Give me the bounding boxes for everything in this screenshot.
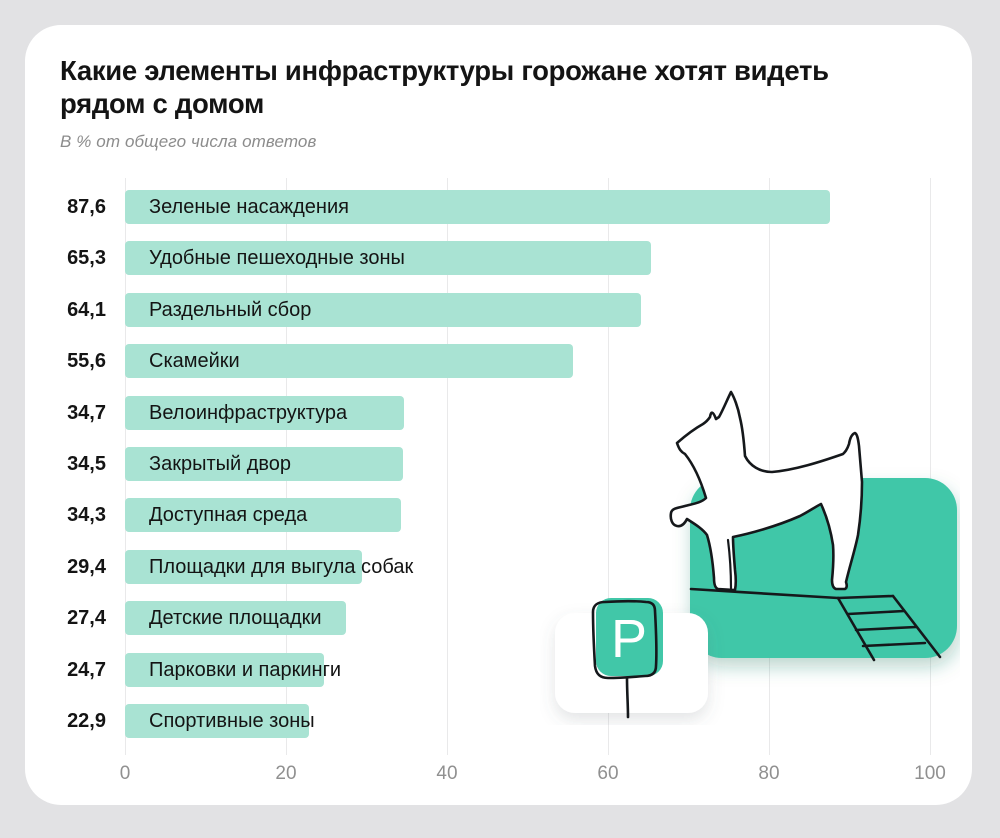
gridline: [769, 178, 770, 755]
gridline: [608, 178, 609, 755]
bar-row: 34,7 Велоинфраструктура: [0, 396, 1000, 430]
bar-row: 34,5 Закрытый двор: [0, 447, 1000, 481]
bar-value-label: 87,6: [67, 196, 106, 218]
bar: [125, 241, 651, 275]
bar-row: 55,6 Скамейки: [0, 344, 1000, 378]
bar: [125, 190, 830, 224]
bar-value-label: 55,6: [67, 350, 106, 372]
dog-icon: [669, 390, 864, 592]
bar-category-label: Доступная среда: [149, 504, 308, 526]
bar: [125, 293, 641, 327]
chart-title-line1: Какие элементы инфраструктуры горожане х…: [60, 55, 829, 86]
bar-row: 29,4 Площадки для выгула собак: [0, 550, 1000, 584]
bar-row: 22,9 Спортивные зоны: [0, 704, 1000, 738]
bar-category-label: Парковки и паркинги: [149, 659, 342, 681]
x-tick-label: 80: [758, 763, 780, 784]
bar-value-label: 34,7: [67, 402, 106, 424]
bar-category-label: Скамейки: [149, 350, 240, 372]
dog-park-illustration: P: [555, 390, 957, 719]
bar-category-label: Раздельный сбор: [149, 299, 312, 321]
bar-row: 24,7 Парковки и паркинги: [0, 653, 1000, 687]
x-tick-label: 20: [275, 763, 297, 784]
bar-value-label: 65,3: [67, 247, 106, 269]
sign-sketch-outline: [591, 599, 658, 680]
bar: [125, 653, 324, 687]
bar-row: 87,6 Зеленые насаждения: [0, 190, 1000, 224]
bar-category-label: Спортивные зоны: [149, 710, 315, 732]
x-tick-label: 40: [436, 763, 458, 784]
bar-value-label: 34,5: [67, 453, 106, 475]
bar-category-label: Зеленые насаждения: [149, 196, 349, 218]
bar-value-label: 34,3: [67, 504, 106, 526]
ramp-ladder-icon: [689, 587, 942, 662]
sign-plate: [596, 598, 663, 676]
bar-value-label: 29,4: [67, 556, 106, 578]
bar-row: 65,3 Удобные пешеходные зоны: [0, 241, 1000, 275]
bar: [125, 396, 404, 430]
x-tick-label: 100: [914, 763, 946, 784]
x-tick-label: 0: [119, 763, 131, 784]
bar: [125, 344, 573, 378]
x-tick-label: 60: [597, 763, 619, 784]
bar-value-label: 22,9: [67, 710, 106, 732]
bar-category-label: Площадки для выгула собак: [149, 556, 414, 578]
sign-pole: [625, 676, 630, 719]
gridline: [930, 178, 931, 755]
bar-category-label: Закрытый двор: [149, 453, 292, 475]
chart-subtitle: В % от общего числа ответов: [60, 132, 317, 151]
sign-letter: P: [611, 609, 647, 669]
bar: [125, 498, 401, 532]
bar-category-label: Велоинфраструктура: [149, 402, 348, 424]
bar-row: 34,3 Доступная среда: [0, 498, 1000, 532]
chart-title-line2: рядом с домом: [60, 88, 265, 119]
bar-value-label: 64,1: [67, 299, 106, 321]
bar: [125, 447, 403, 481]
gridline: [447, 178, 448, 755]
bar-category-label: Детские площадки: [149, 607, 322, 629]
bar-row: 64,1 Раздельный сбор: [0, 293, 1000, 327]
bar: [125, 550, 362, 584]
bar-row: 27,4 Детские площадки: [0, 601, 1000, 635]
bar: [125, 601, 346, 635]
chart-title: Какие элементы инфраструктуры горожане х…: [60, 54, 950, 120]
bar: [125, 704, 309, 738]
bar-value-label: 24,7: [67, 659, 106, 681]
bar-category-label: Удобные пешеходные зоны: [149, 247, 405, 269]
bar-value-label: 27,4: [67, 607, 106, 629]
parking-sign-icon: P: [591, 598, 663, 719]
